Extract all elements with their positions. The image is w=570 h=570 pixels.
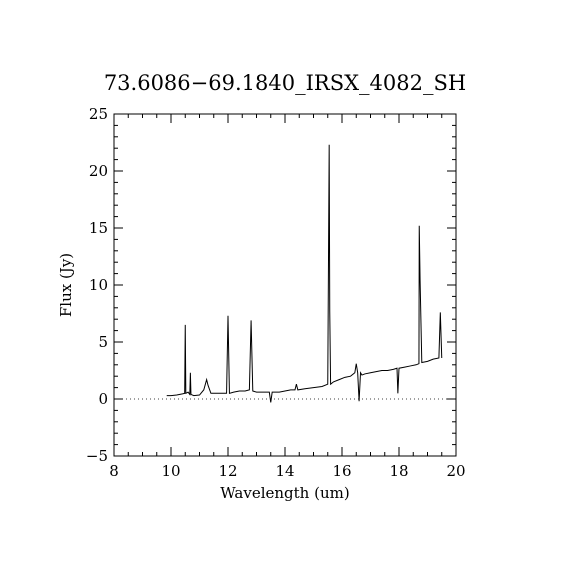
x-tick-label: 14 (275, 462, 294, 480)
plot-frame (113, 113, 457, 457)
y-tick-label: 20 (89, 162, 108, 180)
y-tick-label: −5 (86, 447, 108, 465)
y-tick-label: 5 (98, 333, 108, 351)
x-tick-label: 18 (389, 462, 408, 480)
x-tick-label: 16 (332, 462, 351, 480)
x-axis-label: Wavelength (um) (220, 484, 349, 502)
y-tick-label: 15 (89, 219, 108, 237)
x-tick-label: 10 (161, 462, 180, 480)
chart-title: 73.6086−69.1840_IRSX_4082_SH (104, 71, 466, 95)
axis-ticks (113, 113, 457, 457)
series-line (166, 144, 443, 403)
x-tick-label: 20 (446, 462, 465, 480)
y-tick-label: 10 (89, 276, 108, 294)
y-tick-label: 25 (89, 105, 108, 123)
y-axis-label: Flux (Jy) (57, 253, 75, 317)
axis-tick-labels: 8 10 12 14 16 18 20 −5 0 5 10 15 20 25 (86, 105, 466, 480)
x-tick-label: 12 (218, 462, 237, 480)
x-tick-label: 8 (109, 462, 119, 480)
y-tick-label: 0 (98, 390, 108, 408)
